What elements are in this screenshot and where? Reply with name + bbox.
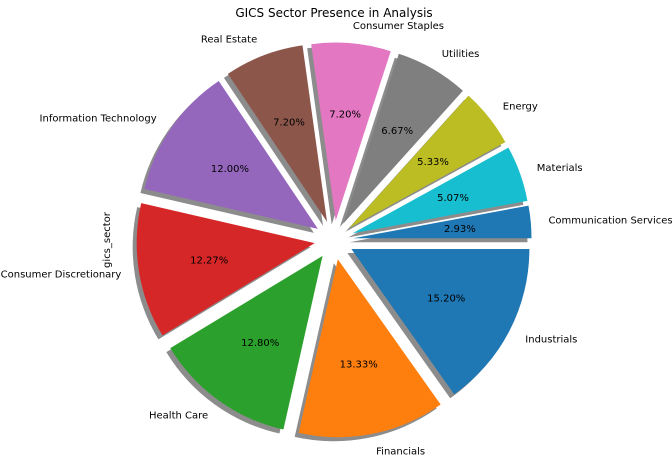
- pct-label-health-care: 12.80%: [241, 338, 279, 349]
- category-label-materials: Materials: [537, 163, 583, 174]
- category-label-communication-services: Communication Services: [548, 216, 672, 227]
- pct-label-communication-services: 2.93%: [444, 224, 476, 235]
- slice-real-estate: [227, 45, 328, 222]
- category-label-information-technology: Information Technology: [40, 113, 157, 124]
- category-label-consumer-staples: Consumer Staples: [353, 21, 444, 32]
- slice-labels: 2.93% Communication Services 5.07% Material…: [1, 21, 672, 458]
- slice-health-care: [170, 255, 323, 430]
- category-label-health-care: Health Care: [149, 410, 208, 421]
- slice-industrials: [351, 248, 530, 395]
- pct-label-materials: 5.07%: [437, 193, 469, 204]
- category-label-energy: Energy: [503, 102, 538, 113]
- pct-label-financials: 13.33%: [340, 359, 378, 370]
- pct-label-consumer-discretionary: 12.27%: [190, 256, 228, 267]
- category-label-consumer-discretionary: Consumer Discretionary: [1, 270, 122, 281]
- category-label-industrials: Industrials: [525, 334, 577, 345]
- slice-consumer-staples: [311, 42, 391, 221]
- slices: [136, 42, 532, 438]
- pct-label-industrials: 15.20%: [427, 294, 465, 305]
- pct-label-real-estate: 7.20%: [273, 117, 305, 128]
- slice-communication-services: [353, 205, 532, 239]
- pct-label-consumer-staples: 7.20%: [329, 110, 361, 121]
- slice-materials: [352, 147, 528, 234]
- slice-consumer-discretionary: [136, 203, 315, 336]
- slice-information-technology: [144, 81, 318, 229]
- slice-energy: [349, 95, 506, 228]
- y-axis-label: gics_sector: [102, 211, 113, 268]
- pct-label-utilities: 6.67%: [381, 126, 413, 137]
- category-label-real-estate: Real Estate: [201, 34, 257, 45]
- category-label-utilities: Utilities: [442, 49, 480, 60]
- slice-utilities: [343, 53, 463, 224]
- category-label-financials: Financials: [376, 447, 425, 458]
- pct-label-information-technology: 12.00%: [211, 164, 249, 175]
- slice-financials: [298, 259, 441, 438]
- chart-title: GICS Sector Presence in Analysis: [235, 6, 432, 20]
- pct-label-energy: 5.33%: [417, 157, 449, 168]
